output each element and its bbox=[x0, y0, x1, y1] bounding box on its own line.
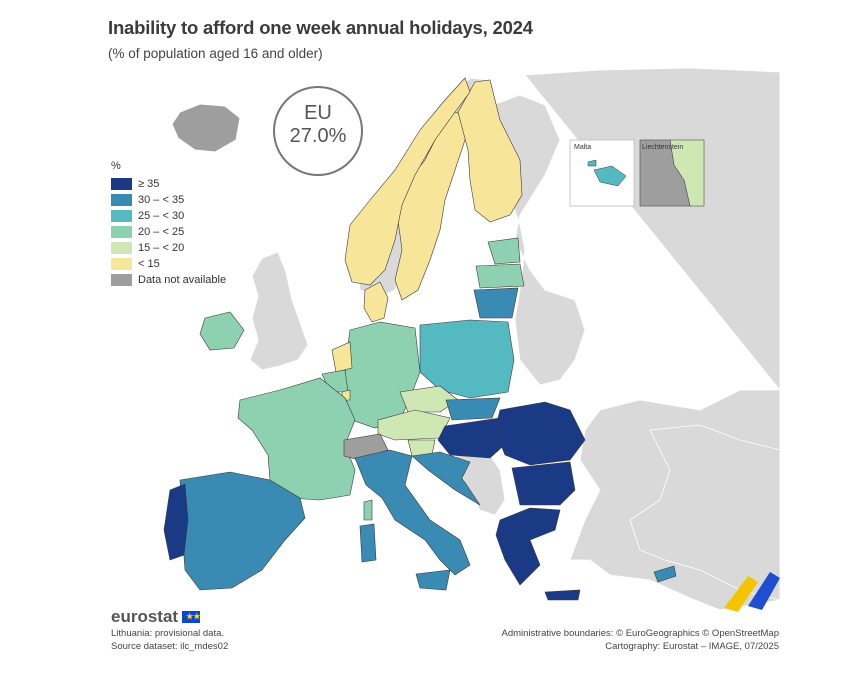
malta-inset: Malta bbox=[569, 139, 635, 207]
logo-mark bbox=[724, 572, 780, 612]
legend-label: 20 – < 25 bbox=[138, 225, 185, 238]
crete bbox=[544, 589, 581, 601]
eurostat-logo: eurostat ★★ bbox=[111, 607, 200, 627]
legend: % ≥ 35 30 – < 35 25 – < 30 20 – < 25 15 – < … bbox=[111, 160, 226, 288]
legend-swatch bbox=[111, 225, 132, 238]
slovakia bbox=[445, 397, 501, 421]
eu-value: 27.0% bbox=[289, 125, 347, 147]
france bbox=[237, 377, 356, 501]
cyprus bbox=[653, 565, 677, 583]
norway bbox=[344, 77, 471, 286]
legend-label: Data not available bbox=[138, 273, 227, 286]
legend-item: ≥ 35 bbox=[111, 176, 226, 191]
legend-label: 25 – < 30 bbox=[138, 209, 185, 222]
legend-swatch bbox=[111, 209, 132, 222]
finland bbox=[457, 79, 523, 223]
legend-swatch bbox=[111, 177, 132, 190]
malta-label: Malta bbox=[574, 144, 591, 151]
map-subtitle: (% of population aged 16 and older) bbox=[108, 46, 323, 61]
legend-item: 25 – < 30 bbox=[111, 208, 226, 223]
netherlands bbox=[331, 341, 353, 373]
legend-item: Data not available bbox=[111, 272, 226, 287]
legend-item: < 15 bbox=[111, 256, 226, 271]
legend-label: 15 – < 20 bbox=[138, 241, 185, 254]
legend-unit: % bbox=[111, 160, 121, 172]
denmark bbox=[363, 281, 389, 323]
eu-flag-icon: ★★ bbox=[182, 611, 200, 623]
romania bbox=[494, 401, 586, 466]
lithuania bbox=[473, 287, 519, 319]
source-note: Source dataset: ilc_mdes02 bbox=[111, 641, 229, 652]
boundaries-credit: Administrative boundaries: © EuroGeograp… bbox=[501, 628, 780, 639]
sardinia bbox=[359, 523, 377, 563]
legend-item: 30 – < 35 bbox=[111, 192, 226, 207]
liechtenstein-inset: Liechtenstein bbox=[639, 139, 705, 207]
legend-label: 30 – < 35 bbox=[138, 193, 185, 206]
italy bbox=[354, 449, 471, 576]
liechtenstein-label: Liechtenstein bbox=[642, 144, 683, 151]
ireland bbox=[199, 311, 245, 351]
greece bbox=[495, 507, 561, 586]
croatia bbox=[411, 451, 481, 506]
corsica bbox=[363, 499, 373, 521]
spain bbox=[179, 471, 306, 591]
iceland bbox=[171, 103, 241, 153]
legend-swatch bbox=[111, 241, 132, 254]
eu-label: EU bbox=[304, 102, 332, 124]
latvia bbox=[475, 263, 525, 289]
cartography-credit: Cartography: Eurostat – IMAGE, 07/2025 bbox=[605, 641, 779, 652]
legend-label: ≥ 35 bbox=[138, 177, 160, 190]
poland bbox=[419, 319, 515, 399]
portugal bbox=[163, 483, 189, 561]
map-title: Inability to afford one week annual holi… bbox=[108, 17, 533, 38]
legend-item: 15 – < 20 bbox=[111, 240, 226, 255]
legend-swatch bbox=[111, 257, 132, 270]
bulgaria bbox=[511, 461, 576, 506]
legend-item: 20 – < 25 bbox=[111, 224, 226, 239]
legend-swatch bbox=[111, 273, 132, 286]
estonia bbox=[487, 237, 521, 265]
uk bbox=[249, 251, 309, 371]
sicily bbox=[415, 569, 451, 591]
eu-average-badge: EU 27.0% bbox=[273, 86, 363, 176]
legend-label: < 15 bbox=[138, 257, 160, 270]
provisional-note: Lithuania: provisional data. bbox=[111, 628, 225, 639]
legend-swatch bbox=[111, 193, 132, 206]
logo-text: eurostat bbox=[111, 607, 179, 626]
